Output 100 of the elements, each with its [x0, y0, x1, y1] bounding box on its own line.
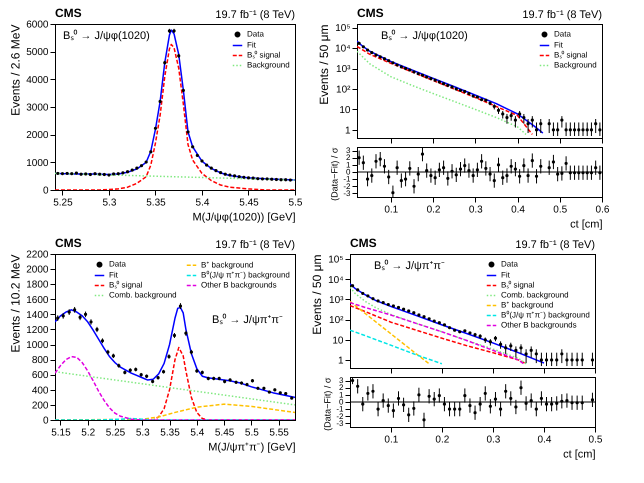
- legend-label: B⁺ background: [501, 300, 554, 310]
- y-tick-label: 10⁴: [335, 44, 350, 55]
- legend-label: Data: [247, 30, 264, 38]
- y-tick-label: -2: [343, 182, 352, 191]
- y-tick-label: 3000: [26, 102, 49, 114]
- legend-label: Bₛ⁰ signal: [501, 280, 535, 290]
- y-tick-label: 10⁴: [328, 274, 344, 286]
- x-tick-label: 0.4: [511, 204, 526, 216]
- y-tick-label: -3: [336, 418, 344, 428]
- y-tick-label: 1: [346, 160, 352, 170]
- legend-label: Background: [247, 60, 290, 70]
- legend-label: Background: [554, 60, 597, 70]
- y-tick-label: -1: [343, 174, 352, 184]
- x-tick-label: 0.2: [435, 434, 450, 446]
- x-tick-label: 5.3: [102, 198, 117, 208]
- x-axis-title: ct [cm]: [563, 448, 596, 460]
- x-tick-label: 5.45: [214, 428, 235, 438]
- y-tick-label: 0: [42, 416, 49, 426]
- annotation: Bₛ⁰ → J/ψπ⁺π⁻: [374, 259, 446, 272]
- y-tick-label: 2000: [26, 130, 49, 142]
- annotation: Bₛ⁰ → J/ψπ⁺π⁻: [212, 312, 283, 326]
- annotation: Bₛ⁰ → J/ψφ(1020): [63, 29, 150, 42]
- y-axis-title: Events / 50 μm: [317, 24, 332, 105]
- x-tick-label: 0.2: [426, 204, 441, 216]
- chart-subtitle: 19.7 fb⁻¹ (8 TeV): [522, 9, 602, 21]
- x-axis-title: M(J/ψφ(1020)) [GeV]: [192, 212, 296, 224]
- x-tick-label: 5.45: [239, 198, 260, 208]
- legend-label: Comb. background: [501, 290, 569, 300]
- y-tick-label: 10⁵: [335, 23, 350, 34]
- legend-label: Comb. background: [109, 290, 177, 300]
- chart-title: CMS: [55, 6, 82, 20]
- x-tick-label: 5.35: [160, 428, 180, 438]
- y-tick-label: 10³: [336, 64, 352, 76]
- y-tick-label: 400: [32, 385, 49, 396]
- y-axis-title: (Data−Fit) / σ: [329, 147, 340, 201]
- y-tick-label: 4000: [26, 74, 49, 86]
- y-tick-label: 3: [346, 146, 352, 156]
- legend-label: B⁰(J/ψ π⁺π⁻) background: [201, 270, 290, 280]
- x-axis-title: ct [cm]: [570, 218, 602, 230]
- y-tick-label: 10⁵: [328, 254, 344, 266]
- y-tick-label: 1200: [26, 324, 49, 336]
- y-axis-title: Events / 10.2 MeV: [8, 254, 22, 353]
- annotation: Bₛ⁰ → J/ψφ(1020): [381, 29, 468, 42]
- y-tick-label: 0: [346, 168, 352, 176]
- y-tick-label: 2200: [26, 250, 49, 260]
- legend-label: Other B backgrounds: [501, 320, 577, 330]
- legend-label: Fit: [501, 270, 511, 280]
- x-tick-label: 5.2: [81, 428, 96, 438]
- x-tick-label: 0.1: [384, 204, 399, 216]
- y-tick-label: 800: [32, 355, 49, 366]
- x-tick-label: 0.6: [596, 204, 610, 216]
- x-tick-label: 0.1: [384, 434, 399, 446]
- legend-label: Bₛ⁰ signal: [109, 280, 143, 290]
- legend-label: B⁰(J/ψ π⁺π⁻) background: [501, 310, 590, 320]
- x-tick-label: 0.5: [588, 434, 603, 446]
- y-tick-label: 1: [338, 355, 344, 366]
- x-tick-label: 5.25: [106, 428, 126, 438]
- legend-label: B⁺ background: [201, 260, 254, 270]
- y-tick-label: 6000: [26, 20, 49, 30]
- chart-subtitle: 19.7 fb⁻¹ (8 TeV): [215, 9, 295, 21]
- legend-label: Data: [109, 260, 126, 269]
- y-axis-title: (Data−Fit) / σ: [322, 377, 332, 431]
- legend-label: Data: [501, 260, 518, 268]
- y-tick-label: -1: [336, 404, 344, 414]
- y-tick-label: 2: [339, 383, 344, 392]
- x-tick-label: 5.25: [53, 198, 74, 208]
- x-tick-label: 5.15: [51, 428, 72, 438]
- x-tick-label: 0.5: [553, 204, 568, 216]
- y-tick-label: 5000: [26, 47, 49, 58]
- x-tick-label: 5.5: [288, 198, 303, 208]
- y-tick-label: 1000: [26, 158, 49, 169]
- y-axis-title: Events / 2.6 MeV: [8, 24, 22, 116]
- x-tick-label: 5.55: [269, 428, 290, 438]
- y-tick-label: -2: [336, 412, 344, 421]
- y-tick-label: 1400: [26, 310, 49, 321]
- chart-subtitle: 19.7 fb⁻¹ (8 TeV): [515, 239, 595, 251]
- y-tick-label: -3: [343, 188, 352, 198]
- y-tick-label: 600: [32, 370, 49, 382]
- x-axis-title: M(J/ψπ⁺π⁻) [GeV]: [208, 442, 296, 454]
- x-tick-label: 5.3: [136, 428, 150, 438]
- y-tick-label: 0: [42, 186, 49, 196]
- y-tick-label: 10²: [329, 315, 344, 326]
- x-tick-label: 0.4: [538, 434, 552, 446]
- y-tick-label: 3: [339, 376, 344, 386]
- y-tick-label: 200: [32, 400, 49, 412]
- y-tick-label: 10²: [336, 84, 352, 96]
- x-tick-label: 5.4: [190, 428, 205, 438]
- y-tick-label: 10: [332, 335, 344, 346]
- y-tick-label: 1: [339, 390, 344, 400]
- y-tick-label: 1600: [26, 294, 49, 306]
- x-tick-label: 5.5: [244, 428, 260, 438]
- chart-subtitle: 19.7 fb⁻¹ (8 TeV): [215, 239, 295, 251]
- y-tick-label: 2: [346, 153, 352, 162]
- legend-label: Fit: [554, 40, 564, 50]
- y-tick-label: 10: [339, 104, 351, 116]
- x-tick-label: 5.35: [146, 198, 166, 208]
- legend-label: Bₛ⁰ signal: [247, 50, 281, 60]
- y-tick-label: 10³: [329, 294, 344, 306]
- legend-label: Fit: [247, 40, 257, 50]
- y-axis-title: Events / 50 μm: [310, 254, 324, 335]
